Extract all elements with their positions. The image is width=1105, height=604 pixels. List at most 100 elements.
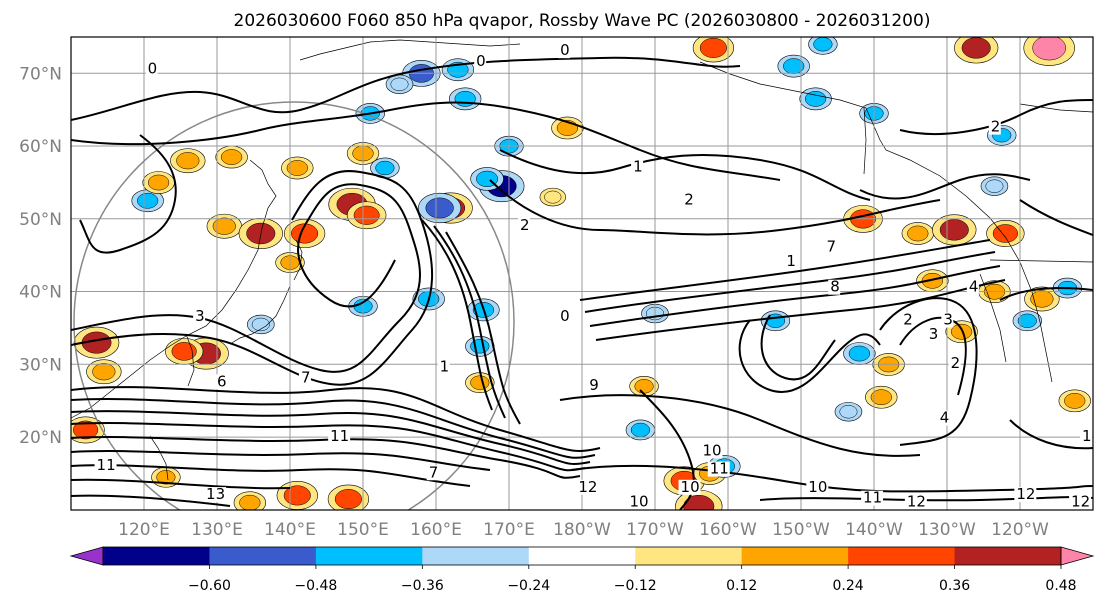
anomaly-blob — [171, 342, 197, 361]
anomaly-blob — [137, 192, 159, 209]
anomaly-blob — [286, 160, 308, 176]
anomaly-blob — [813, 37, 833, 52]
latitude-tick-label: 60°N — [19, 137, 62, 157]
latitude-tick-label: 20°N — [19, 428, 62, 448]
contour-label-bg — [861, 490, 884, 506]
contour-label-bg — [926, 326, 939, 342]
colorbar-segment — [315, 547, 423, 565]
anomaly-blob — [92, 363, 116, 381]
anomaly-blob — [334, 489, 362, 510]
contour-label-bg — [94, 457, 117, 473]
anomaly-blob — [634, 379, 654, 394]
anomaly-blob — [1064, 393, 1086, 409]
contour-label: 13 — [206, 485, 225, 503]
latitude-tick-label: 40°N — [19, 283, 62, 303]
contour-label-bg — [328, 428, 351, 444]
longitude-tick-label: 160°W — [699, 520, 757, 540]
contour-label-bg — [558, 308, 571, 324]
anomaly-blob — [148, 174, 170, 191]
contour-label-bg — [937, 410, 950, 426]
anomaly-blob — [251, 317, 270, 332]
anomaly-blob — [630, 422, 651, 438]
contour-label-bg — [474, 54, 487, 70]
colorbar-segment — [741, 547, 849, 565]
longitude-tick-label: 180°W — [553, 520, 611, 540]
contour-label-bg — [941, 312, 954, 328]
contour-label-bg — [824, 239, 837, 255]
longitude-tick-label: 140°W — [845, 520, 903, 540]
anomaly-blob — [848, 345, 871, 362]
contour-label-bg — [204, 487, 227, 503]
colorbar-tick-label: 0.36 — [939, 578, 970, 594]
anomaly-blob — [1030, 290, 1054, 308]
anomaly-blob — [375, 160, 395, 176]
wave-region-circle — [73, 101, 515, 510]
contour-label-bg — [631, 159, 644, 175]
contour-label-bg — [298, 370, 311, 386]
colorbar-segment — [635, 547, 743, 565]
contour-label: 2 — [520, 216, 530, 234]
anomaly-blob — [73, 420, 99, 440]
contour-label: 2 — [684, 190, 694, 208]
contour-label: 0 — [560, 307, 570, 325]
colorbar-extend-high — [1060, 546, 1095, 566]
anomaly-blob — [221, 149, 243, 165]
colorbar-extend-low — [69, 546, 104, 566]
anomaly-blob — [805, 91, 827, 107]
latitude-tick-label: 50°N — [19, 210, 62, 230]
contour-label-bg — [901, 312, 914, 328]
contour-label: 0 — [148, 59, 158, 77]
map-area: 0 001222178233424091736111311712101010111… — [71, 37, 1093, 510]
contour-label-bg — [437, 359, 450, 375]
contour-label: 1 — [633, 158, 643, 176]
anomaly-blob — [283, 485, 311, 506]
latitude-tick-label: 30°N — [19, 355, 62, 375]
longitude-tick-label: 150°E — [337, 520, 389, 540]
anomaly-blob — [544, 190, 562, 204]
anomaly-blob — [156, 470, 176, 485]
contour-label-bg — [1069, 494, 1092, 510]
contour-label-bg — [948, 356, 961, 372]
contour-label: 4 — [969, 278, 979, 296]
contour-label-bg — [828, 279, 841, 295]
longitude-labels: 120°E 130°E 140°E 150°E 160°E 170°E 180°W 170°W… — [118, 520, 1049, 540]
contour-label: 0 — [560, 41, 570, 59]
contour-label: 3 — [195, 307, 205, 325]
anomaly-blob — [353, 205, 380, 225]
longitude-tick-label: 120°W — [991, 520, 1049, 540]
contour-label: 7 — [429, 463, 439, 481]
contour-label: 4 — [940, 409, 950, 427]
contour-label-bg — [517, 217, 530, 233]
contour-label: 11 — [330, 427, 349, 445]
contour-label-bg — [145, 61, 158, 77]
anomaly-blob — [176, 152, 200, 170]
contour-label: 10 — [702, 441, 721, 459]
anomaly-blob — [992, 224, 1018, 243]
contour-label-bg — [966, 279, 979, 295]
contour-label: 7 — [827, 238, 837, 256]
contour-label: 2 — [951, 354, 961, 372]
anomaly-blob — [921, 272, 944, 289]
contour-label-bg — [707, 461, 730, 477]
longitude-tick-label: 160°E — [410, 520, 462, 540]
contour-label: 2 — [991, 118, 1001, 136]
contour-label: 1 — [440, 358, 450, 376]
latitude-labels: 20°N 30°N 40°N 50°N 60°N 70°N — [19, 64, 62, 448]
contour-label: 0 — [476, 52, 486, 70]
contour-label-bg — [988, 119, 1001, 135]
colorbar-tick-label: 0.48 — [1045, 578, 1076, 594]
contour-label: 2 — [903, 310, 913, 328]
anomaly-blob — [470, 375, 490, 390]
map-frame — [70, 36, 1094, 511]
contour-label-bg — [682, 192, 695, 208]
contour-label: 1 — [1082, 427, 1092, 445]
contour-label-bg — [1080, 428, 1093, 444]
colorbar-tick-label: −0.60 — [188, 578, 231, 594]
anomaly-blob — [1032, 37, 1067, 61]
contour-label: 11 — [97, 456, 116, 474]
contour-lines — [71, 56, 1093, 510]
contour-label-bg — [806, 479, 829, 495]
contour-label-bg — [627, 494, 650, 510]
colorbar — [69, 546, 1095, 566]
colorbar-tick-label: −0.24 — [507, 578, 550, 594]
